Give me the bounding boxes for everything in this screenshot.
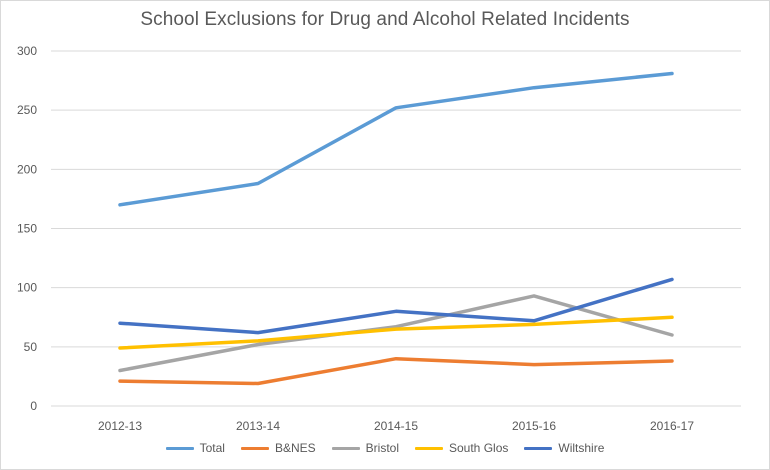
legend-item-b-nes: B&NES (240, 441, 316, 455)
legend-label: South Glos (449, 441, 509, 455)
x-tick-label: 2014-15 (374, 419, 418, 433)
y-tick-label: 0 (30, 399, 37, 413)
series-line-bristol (118, 294, 674, 373)
y-tick-label: 300 (17, 44, 37, 58)
chart-title: School Exclusions for Drug and Alcohol R… (140, 9, 630, 30)
legend-swatch (524, 446, 553, 450)
legend-label: Wiltshire (558, 441, 605, 455)
x-axis-ticks: 2012-13 2013-14 2014-15 2015-16 2016-17 (98, 419, 694, 433)
legend-item-total: Total (165, 441, 225, 455)
gridlines (51, 50, 741, 407)
x-tick-label: 2016-17 (650, 419, 694, 433)
series-line-wiltshire (118, 277, 674, 335)
legend-swatch (240, 446, 269, 450)
legend-swatch (165, 446, 194, 450)
legend-item-south-glos: South Glos (415, 441, 508, 455)
y-tick-label: 100 (17, 281, 37, 295)
legend-label: Bristol (365, 441, 399, 455)
legend-item-wiltshire: Wiltshire (524, 441, 604, 455)
x-tick-label: 2015-16 (512, 419, 556, 433)
series-lines (118, 71, 674, 386)
series-line-south-glos (118, 315, 674, 350)
series-line-total (118, 71, 674, 207)
legend-label: B&NES (274, 441, 316, 455)
legend-swatch (331, 446, 360, 450)
y-tick-label: 50 (24, 340, 38, 354)
y-tick-label: 200 (17, 162, 37, 176)
y-axis-ticks: 0 50 100 150 200 250 300 (17, 44, 37, 413)
legend-item-bristol: Bristol (331, 441, 399, 455)
y-tick-label: 150 (17, 222, 37, 236)
legend-label: Total (199, 441, 225, 455)
y-tick-label: 250 (17, 103, 37, 117)
legend-swatch (415, 446, 443, 450)
x-tick-label: 2012-13 (98, 419, 142, 433)
legend: Total B&NES Bristol South Glos Wiltshire (1, 441, 769, 455)
series-line-b-nes (118, 356, 674, 386)
x-tick-label: 2013-14 (236, 419, 280, 433)
